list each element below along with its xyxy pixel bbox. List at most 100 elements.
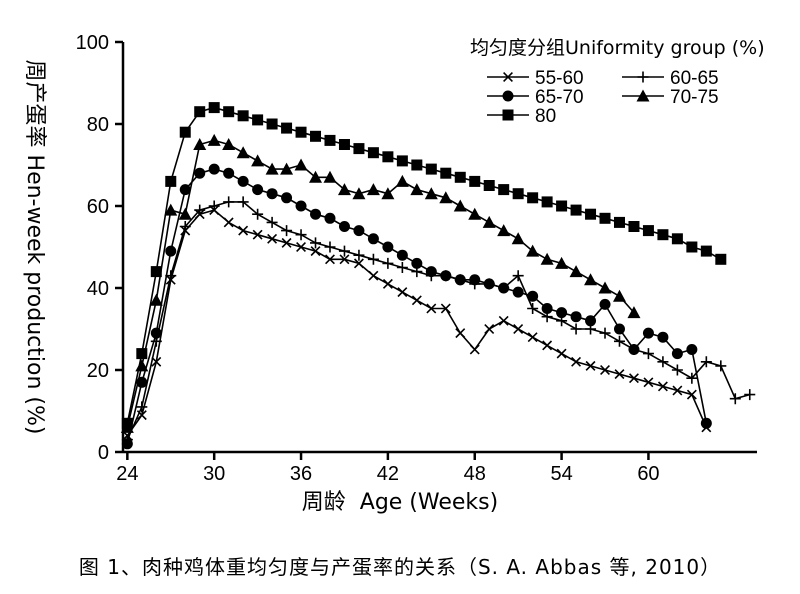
data-point-marker [281, 192, 293, 204]
x-tick-label: 30 [203, 463, 225, 485]
data-point-marker [179, 184, 191, 196]
data-point-marker [310, 237, 322, 249]
data-point-marker [599, 327, 611, 339]
legend-swatch-marker [502, 90, 514, 102]
data-point-marker [396, 155, 408, 167]
data-point-marker [179, 126, 191, 138]
data-point-marker [367, 253, 379, 265]
data-point-marker [598, 281, 612, 294]
data-point-marker [700, 356, 712, 368]
data-point-marker [585, 360, 596, 371]
legend-swatch-marker [503, 72, 513, 82]
data-point-marker [541, 303, 553, 314]
data-point-marker [337, 183, 351, 196]
data-point-marker [165, 175, 177, 187]
data-point-marker [440, 270, 452, 282]
data-point-marker [570, 323, 582, 335]
data-point-marker [295, 200, 307, 212]
data-point-marker [715, 360, 727, 372]
data-point-marker [642, 327, 654, 339]
data-point-marker [121, 438, 133, 450]
data-point-marker [179, 221, 191, 232]
data-point-marker [671, 364, 683, 376]
figure-caption: 图 1、肉种鸡体重均匀度与产蛋率的关系（S. A. Abbas 等, 2010） [78, 555, 722, 579]
data-point-marker [295, 229, 307, 241]
x-tick-label: 60 [637, 463, 659, 485]
data-point-marker [164, 203, 178, 216]
data-point-marker [368, 270, 379, 281]
data-point-marker [555, 256, 569, 269]
x-tick-label: 48 [464, 463, 486, 485]
data-point-marker [411, 257, 423, 269]
data-point-marker [382, 278, 393, 289]
data-point-marker [266, 188, 278, 200]
data-point-marker [454, 274, 466, 286]
data-point-marker [570, 311, 582, 323]
data-point-marker [556, 200, 568, 212]
data-point-marker [296, 242, 307, 252]
data-point-marker [295, 126, 307, 138]
data-point-marker [382, 257, 394, 269]
data-point-marker [700, 417, 712, 429]
data-point-marker [310, 246, 321, 257]
data-point-marker [251, 154, 265, 167]
data-point-marker [482, 215, 496, 228]
data-point-marker [600, 365, 610, 375]
y-tick-label: 40 [87, 278, 109, 300]
data-point-marker [527, 192, 539, 204]
data-point-marker [324, 212, 336, 224]
data-point-marker [324, 134, 336, 146]
data-point-marker [627, 306, 641, 319]
data-point-marker [411, 295, 422, 306]
data-point-marker [642, 348, 654, 360]
legend-swatch-marker [636, 89, 650, 102]
series-55-60 [122, 205, 712, 441]
data-point-marker [483, 278, 495, 290]
data-point-marker [715, 253, 727, 265]
legend-item-60-65: 60-65 [622, 68, 719, 89]
data-point-marker [223, 106, 235, 118]
data-point-marker [150, 266, 162, 278]
data-point-marker [381, 187, 395, 200]
legend-swatch-marker [502, 109, 514, 121]
data-point-marker [599, 212, 611, 224]
x-tick-label: 54 [550, 463, 572, 485]
data-point-marker [353, 143, 365, 155]
legend-item-55-60: 55-60 [487, 68, 584, 89]
series-line [126, 209, 708, 437]
data-point-marker [643, 377, 654, 388]
data-point-marker [194, 204, 206, 216]
legend-label: 70-75 [670, 87, 719, 108]
data-point-marker [657, 356, 669, 368]
data-point-marker [426, 303, 437, 314]
data-point-marker [151, 356, 162, 367]
data-point-marker [613, 216, 625, 228]
data-point-marker [700, 245, 712, 257]
data-point-marker [411, 159, 423, 171]
series-60-65 [121, 196, 756, 446]
x-tick-label: 36 [290, 463, 312, 485]
data-point-marker [338, 221, 350, 232]
data-point-marker [294, 158, 308, 171]
data-point-marker [222, 138, 236, 150]
y-tick-label: 60 [87, 196, 109, 218]
data-point-marker [324, 241, 336, 253]
data-point-marker [323, 170, 337, 183]
legend-item-70-75: 70-75 [622, 87, 719, 108]
data-point-marker [382, 151, 394, 163]
data-point-marker [281, 237, 292, 248]
data-point-marker [440, 303, 451, 314]
data-point-marker [208, 163, 220, 175]
data-point-marker [484, 324, 495, 334]
legend-item-65-70: 65-70 [487, 87, 584, 108]
data-point-marker [267, 233, 278, 244]
data-point-marker [309, 170, 323, 183]
data-point-marker [281, 122, 293, 134]
data-point-marker [613, 335, 625, 347]
x-tick-label: 24 [116, 463, 138, 485]
legend-label: 60-65 [670, 68, 719, 89]
data-point-marker [266, 118, 278, 130]
data-point-marker [136, 401, 148, 413]
series-line [126, 139, 635, 428]
y-tick-label: 100 [76, 32, 109, 54]
